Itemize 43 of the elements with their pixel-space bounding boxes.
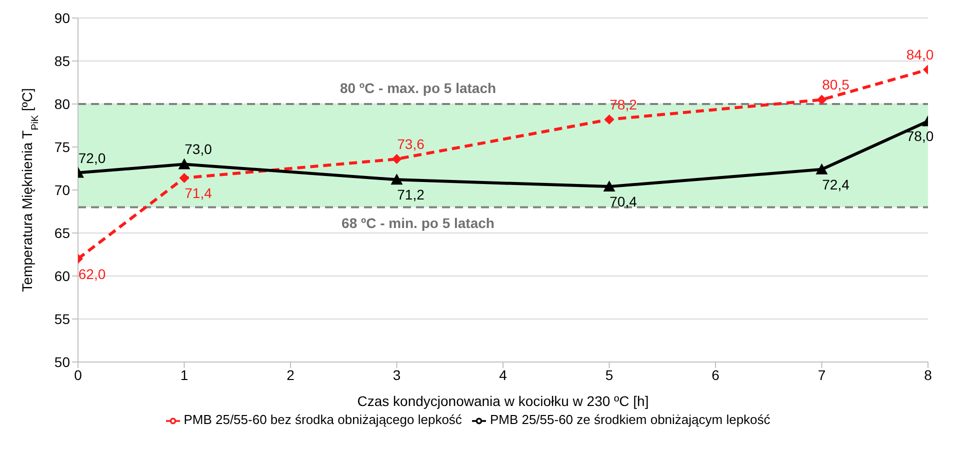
legend-label: PMB 25/55-60 ze środkiem obniżającym lepkość [490,412,770,427]
y-tick-label: 85 [54,52,70,69]
x-tick-label: 3 [392,366,401,383]
x-axis-title: Czas kondycjonowania w kociołku w 230 ºC [h] [357,393,649,409]
x-tick-label: 4 [499,366,508,383]
point [604,114,614,124]
data-label: 84,0 [906,46,934,63]
point [392,154,402,164]
data-label: 72,4 [822,176,850,192]
y-tick-label: 60 [54,268,70,284]
data-label: 62,0 [78,266,106,282]
x-tick-label: 8 [924,366,932,383]
y-tick-label: 75 [54,138,70,155]
y-tick-label: 90 [54,10,70,26]
point [178,158,190,170]
x-tick-label: 2 [286,366,295,383]
data-label: 78,2 [610,96,638,112]
y-tick-label: 65 [54,224,70,241]
point [816,94,827,105]
legend-label: PMB 25/55-60 bez środka obniżającego lepkość [184,412,462,427]
data-label: 73,0 [184,141,212,158]
point [816,163,828,174]
x-tick-label: 1 [180,366,188,383]
data-label: 71,4 [184,184,212,201]
data-label: 71,2 [397,186,425,203]
data-label: 73,6 [397,136,425,152]
x-tick-label: 0 [74,366,82,383]
x-tick-label: 6 [712,366,720,383]
ref-line-label: 80 ºC - max. po 5 latach [340,80,496,96]
point [390,174,403,185]
x-tick-label: 7 [818,366,826,383]
y-tick-label: 50 [54,354,70,370]
y-tick-label: 55 [54,310,70,327]
data-label: 78,0 [906,128,934,144]
data-label: 72,0 [78,150,106,166]
x-tick-label: 5 [605,366,614,383]
data-label: 80,5 [822,76,850,93]
point [603,180,616,192]
ref-line-label: 68 ºC - min. po 5 latach [342,215,494,232]
point [179,172,190,183]
data-label: 70,4 [610,194,638,210]
y-tick-label: 80 [54,96,70,112]
y-tick-label: 70 [54,182,70,198]
